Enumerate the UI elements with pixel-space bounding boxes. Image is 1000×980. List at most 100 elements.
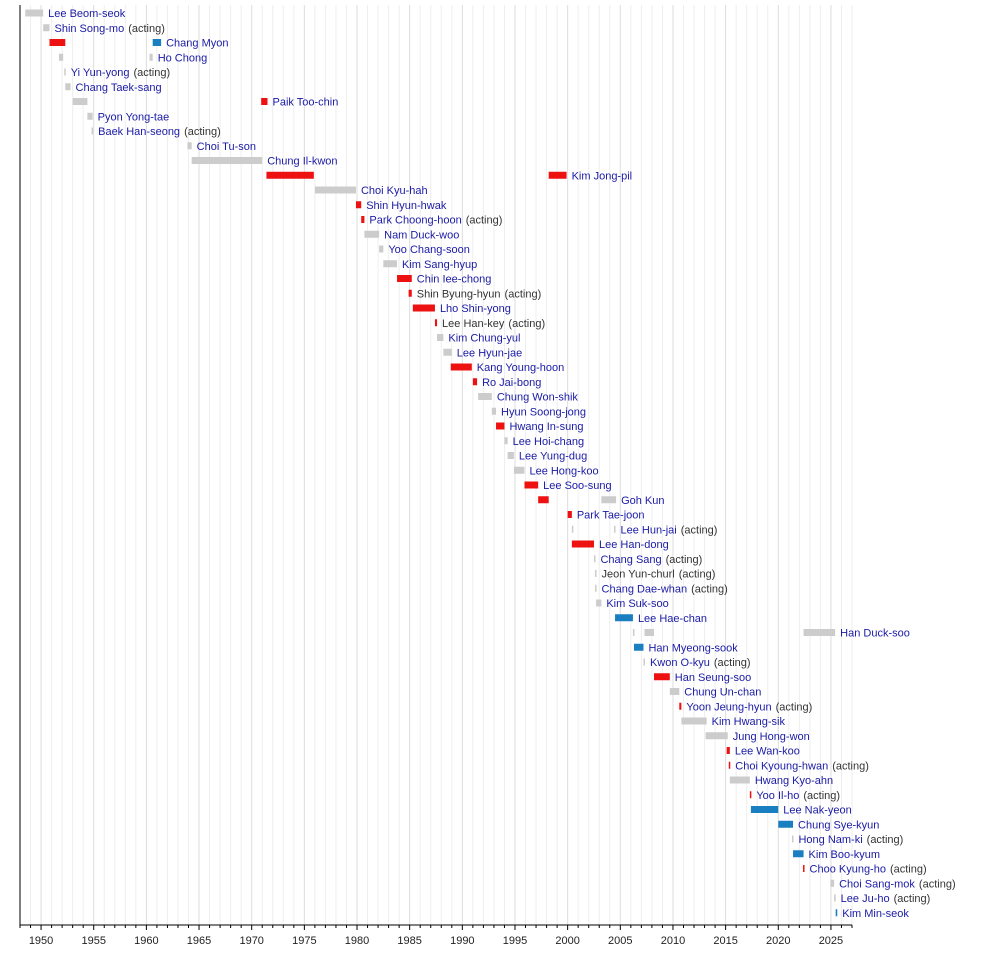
term-bar-grey bbox=[87, 112, 93, 120]
pm-name[interactable]: Choi Kyu-hah bbox=[361, 185, 428, 197]
term-bar-red bbox=[679, 702, 682, 710]
pm-name[interactable]: Kim Jong-pil bbox=[572, 170, 633, 182]
row-label: Kim Boo-kyum bbox=[809, 849, 881, 861]
timeline-row: Lee Beom-seok bbox=[25, 8, 126, 20]
pm-name[interactable]: Choo Kyung-ho bbox=[810, 864, 886, 876]
pm-name[interactable]: Choi Kyoung-hwan bbox=[735, 760, 828, 772]
pm-name[interactable]: Lee Yung-dug bbox=[519, 451, 587, 463]
pm-name[interactable]: Kim Sang-hyup bbox=[402, 259, 477, 271]
pm-name[interactable]: Hyun Soong-jong bbox=[501, 406, 586, 418]
row-label: Kim Chung-yul bbox=[448, 333, 520, 345]
pm-name[interactable]: Lho Shin-yong bbox=[440, 303, 511, 315]
timeline-row: Han Myeong-sook bbox=[633, 642, 738, 654]
pm-name[interactable]: Lee Han-dong bbox=[599, 539, 669, 551]
pm-name[interactable]: Lee Wan-koo bbox=[735, 746, 800, 758]
timeline-row: Paik Too-chin bbox=[72, 97, 338, 109]
pm-name[interactable]: Lee Ju-ho bbox=[841, 893, 890, 905]
pm-name[interactable]: Yoo Il-ho bbox=[756, 790, 799, 802]
row-label: Lee Ju-ho (acting) bbox=[841, 893, 931, 905]
pm-name[interactable]: Hwang In-sung bbox=[509, 421, 583, 433]
row-label: Choi Kyu-hah bbox=[361, 185, 428, 197]
row-label: Shin Hyun-hwak bbox=[366, 200, 447, 212]
pm-name[interactable]: Shin Song-mo bbox=[54, 23, 124, 35]
term-bar-grey bbox=[644, 629, 655, 636]
pm-name[interactable]: Lee Hoi-chang bbox=[513, 436, 585, 448]
pm-name[interactable]: Kim Min-seok bbox=[842, 908, 909, 920]
pm-name[interactable]: Kim Chung-yul bbox=[448, 333, 520, 345]
pm-name[interactable]: Lee Hae-chan bbox=[638, 613, 707, 625]
timeline-row: Shin Hyun-hwak bbox=[355, 200, 447, 212]
pm-name[interactable]: Han Myeong-sook bbox=[648, 642, 738, 654]
row-label: Lee Han-key (acting) bbox=[442, 318, 545, 330]
row-label: Lee Hun-jai (acting) bbox=[620, 524, 717, 536]
pm-name[interactable]: Chang Taek-sang bbox=[76, 82, 162, 94]
pm-name[interactable]: Pyon Yong-tae bbox=[98, 111, 170, 123]
pm-name[interactable]: Lee Hong-koo bbox=[529, 465, 598, 477]
term-bar-grey bbox=[491, 407, 497, 415]
pm-name[interactable]: Jung Hong-won bbox=[733, 731, 810, 743]
pm-name[interactable]: Park Choong-hoon bbox=[369, 215, 461, 227]
pm-name[interactable]: Chung Il-kwon bbox=[267, 156, 337, 168]
pm-name[interactable]: Kim Hwang-sik bbox=[712, 716, 786, 728]
pm-name[interactable]: Hwang Kyo-ahn bbox=[755, 775, 833, 787]
pm-name[interactable]: Ro Jai-bong bbox=[482, 377, 541, 389]
row-label: Chin Iee-chong bbox=[417, 274, 492, 286]
pm-name[interactable]: Shin Hyun-hwak bbox=[366, 200, 447, 212]
timeline-row: Kwon O-kyu (acting) bbox=[643, 657, 751, 669]
pm-name[interactable]: Chung Un-chan bbox=[684, 687, 761, 699]
pm-name[interactable]: Park Tae-joon bbox=[577, 510, 645, 522]
row-label: Lee Hyun-jae bbox=[457, 347, 522, 359]
pm-name[interactable]: Chung Won-shik bbox=[497, 392, 579, 404]
x-tick-label: 1995 bbox=[503, 935, 527, 947]
pm-name[interactable]: Kim Boo-kyum bbox=[809, 849, 881, 861]
pm-name[interactable]: Han Seung-soo bbox=[675, 672, 751, 684]
pm-name[interactable]: Kwon O-kyu bbox=[650, 657, 710, 669]
pm-name[interactable]: Choi Sang-mok bbox=[839, 878, 915, 890]
timeline-row: Han Duck-soo bbox=[632, 628, 910, 640]
acting-note: (acting) bbox=[890, 864, 927, 876]
pm-name[interactable]: Chin Iee-chong bbox=[417, 274, 492, 286]
x-tick-label: 1980 bbox=[345, 935, 369, 947]
pm-name[interactable]: Han Duck-soo bbox=[840, 628, 910, 640]
pm-name[interactable]: Nam Duck-woo bbox=[384, 229, 459, 241]
row-label: Kim Sang-hyup bbox=[402, 259, 477, 271]
pm-name[interactable]: Ho Chong bbox=[158, 52, 208, 64]
pm-name[interactable]: Goh Kun bbox=[621, 495, 664, 507]
timeline-row: Lee Hyun-jae bbox=[443, 347, 522, 359]
pm-name[interactable]: Baek Han-seong bbox=[98, 126, 180, 138]
pm-name[interactable]: Lee Hyun-jae bbox=[457, 347, 522, 359]
row-label: Hwang In-sung bbox=[509, 421, 583, 433]
row-label: Han Myeong-sook bbox=[648, 642, 738, 654]
pm-name[interactable]: Yi Yun-yong bbox=[71, 67, 130, 79]
timeline-row: Chang Taek-sang bbox=[65, 82, 162, 94]
acting-note: (acting) bbox=[466, 215, 503, 227]
timeline-row: Lee Hae-chan bbox=[615, 613, 707, 625]
x-tick-label: 1960 bbox=[134, 935, 158, 947]
pm-name[interactable]: Chung Sye-kyun bbox=[798, 819, 879, 831]
term-bar-grey bbox=[705, 732, 728, 740]
pm-name[interactable]: Lee Beom-seok bbox=[48, 8, 126, 20]
pm-name[interactable]: Paik Too-chin bbox=[272, 97, 338, 109]
pm-name: Jeon Yun-churl bbox=[602, 569, 675, 581]
timeline-row: Choi Kyu-hah bbox=[314, 185, 428, 197]
pm-name[interactable]: Lee Hun-jai bbox=[620, 524, 676, 536]
timeline-row: Chung Won-shik bbox=[478, 392, 578, 404]
pm-name[interactable]: Hong Nam-ki bbox=[798, 834, 862, 846]
term-bar-red bbox=[726, 747, 730, 754]
pm-name[interactable]: Lee Soo-sung bbox=[543, 480, 612, 492]
pm-name[interactable]: Choi Tu-son bbox=[197, 141, 256, 153]
timeline-row: Chang Myon bbox=[49, 38, 228, 50]
pm-name[interactable]: Yoon Jeung-hyun bbox=[686, 701, 771, 713]
pm-name[interactable]: Chang Myon bbox=[166, 38, 228, 50]
pm-name[interactable]: Kang Young-hoon bbox=[477, 362, 564, 374]
pm-name[interactable]: Kim Suk-soo bbox=[606, 598, 668, 610]
term-bar-red bbox=[654, 673, 670, 681]
pm-name[interactable]: Chang Sang bbox=[600, 554, 661, 566]
pm-name[interactable]: Lee Nak-yeon bbox=[783, 805, 852, 817]
pm-name[interactable]: Yoo Chang-soon bbox=[388, 244, 470, 256]
timeline-row: Lee Han-dong bbox=[571, 539, 669, 551]
term-bar-blue bbox=[793, 850, 804, 858]
term-bar-grey bbox=[791, 835, 794, 843]
pm-name[interactable]: Chang Dae-whan bbox=[602, 583, 688, 595]
